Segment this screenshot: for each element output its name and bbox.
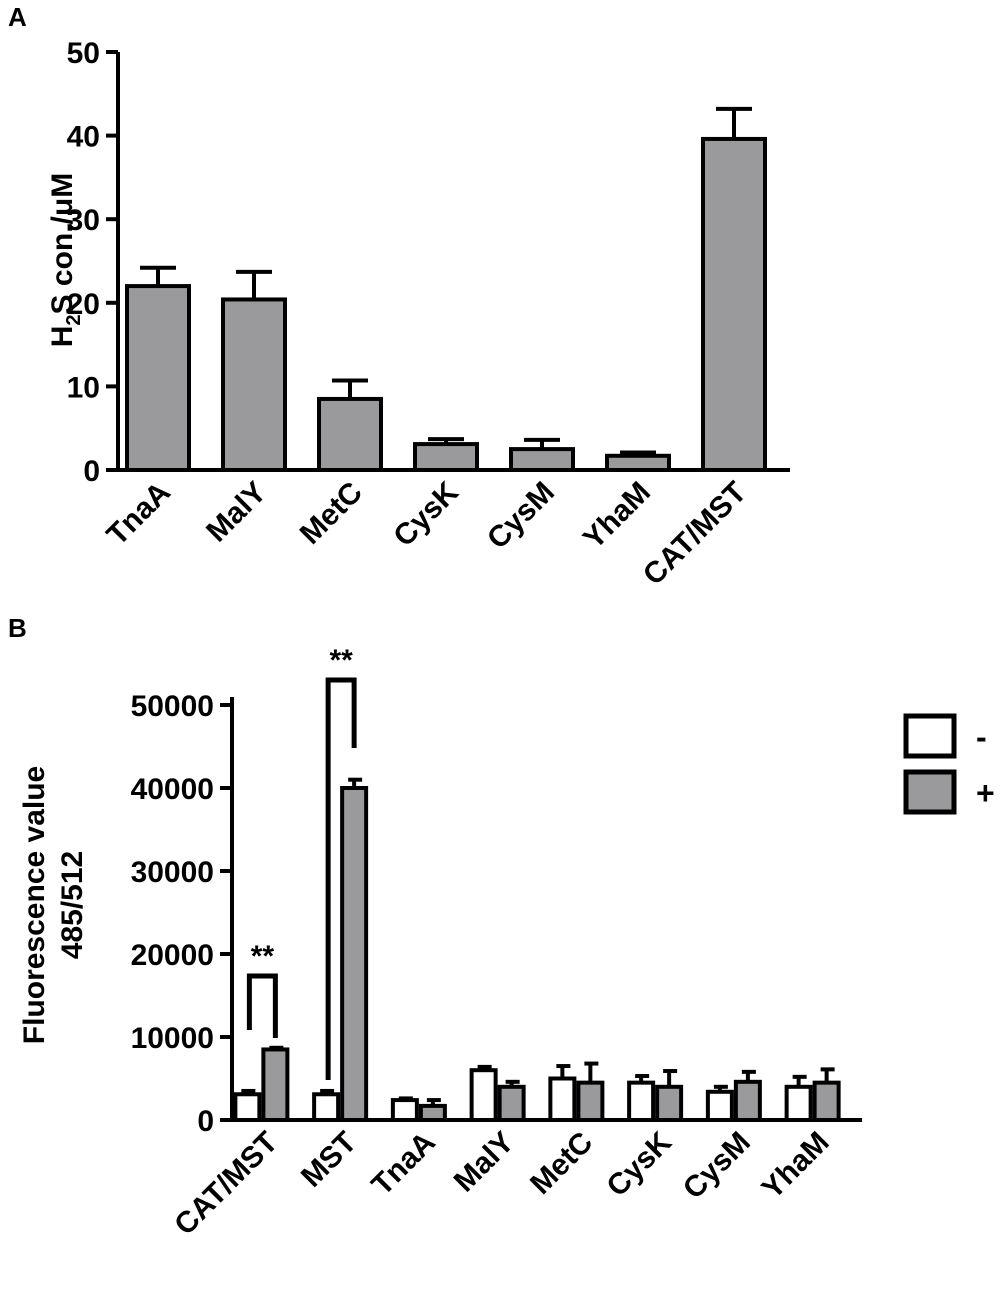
panel-b-bar-minus bbox=[705, 1089, 734, 1123]
panel-b-bar-plus bbox=[261, 1047, 290, 1122]
panel-a-y-tick-label: 50 bbox=[67, 37, 100, 70]
legend-label-plus: + bbox=[976, 775, 995, 811]
panel-b-bar-plus bbox=[497, 1084, 526, 1123]
panel-a-bar bbox=[605, 453, 671, 472]
panel-b-label: B bbox=[8, 613, 27, 643]
legend-swatch-minus bbox=[903, 713, 957, 759]
panel-b-x-tick-label: MalY bbox=[448, 1126, 521, 1199]
legend-swatch-plus bbox=[903, 769, 957, 815]
panel-b-y-axis-label-line1: Fluorescence value bbox=[18, 766, 51, 1044]
panel-b-y-tick-label: 0 bbox=[197, 1105, 214, 1138]
panel-a-x-tick-label: TnaA bbox=[101, 476, 177, 552]
panel-b-bar-plus bbox=[576, 1080, 605, 1123]
significance-bracket bbox=[246, 973, 278, 1038]
panel-a-y-axis-label: H2S con./μM bbox=[46, 173, 85, 348]
significance-label: ** bbox=[329, 644, 353, 677]
panel-a-y-tick-label: 10 bbox=[67, 371, 100, 404]
panel-b-bar-minus bbox=[390, 1098, 419, 1122]
panel-b-y-tick-label: 50000 bbox=[131, 690, 214, 723]
panel-a-x-tick-label: MetC bbox=[294, 476, 369, 551]
panel-b-bar-minus bbox=[312, 1092, 341, 1123]
panel-b-bar-plus bbox=[340, 786, 369, 1122]
panel-a-x-tick-label: CAT/MST bbox=[637, 476, 753, 592]
panel-a-bar bbox=[509, 447, 575, 473]
panel-b-y-tick-label: 40000 bbox=[131, 773, 214, 806]
panel-b-y-tick-label: 10000 bbox=[131, 1022, 214, 1055]
panel-b-x-tick-label: MetC bbox=[524, 1126, 599, 1201]
panel-b-x-tick-label: CysK bbox=[601, 1125, 679, 1203]
panel-b-bar-plus bbox=[655, 1084, 684, 1123]
panel-b-x-tick-label: YhaM bbox=[756, 1126, 836, 1206]
panel-b-y-tick-label: 30000 bbox=[131, 856, 214, 889]
panel-b-x-tick-label: TnaA bbox=[365, 1126, 441, 1202]
panel-a-y-tick-label: 20 bbox=[67, 288, 100, 321]
panel-b-y-axis-label-line2: 485/512 bbox=[56, 851, 89, 959]
panel-a-bar bbox=[701, 136, 767, 472]
significance-bracket bbox=[325, 677, 357, 1080]
panel-b-x-tick-label: MST bbox=[295, 1126, 363, 1194]
panel-a-bar bbox=[413, 442, 479, 473]
legend: -+ bbox=[903, 713, 995, 815]
panel-b-bar-minus bbox=[469, 1068, 498, 1122]
panel-b-bar-minus bbox=[784, 1084, 813, 1123]
panel-b-bar-plus bbox=[733, 1079, 762, 1122]
panel-b-x-tick-label: CysM bbox=[677, 1126, 757, 1206]
panel-b-bar-minus bbox=[627, 1080, 656, 1123]
panel-a-label: A bbox=[8, 2, 27, 32]
panel-b-bar-plus bbox=[418, 1103, 447, 1123]
panel-a-y-tick-label: 30 bbox=[67, 204, 100, 237]
legend-label-minus: - bbox=[976, 719, 987, 755]
panel-a-bar bbox=[125, 284, 191, 472]
panel-b-bar-minus bbox=[548, 1076, 577, 1122]
panel-b-x-tick-label: CAT/MST bbox=[168, 1126, 284, 1242]
panel-a-x-tick-label: CysM bbox=[481, 476, 561, 556]
panel-a-bar bbox=[317, 396, 383, 472]
significance-label: ** bbox=[251, 940, 275, 973]
panel-a-x-tick-label: CysK bbox=[387, 475, 465, 553]
panel-a-x-tick-label: MalY bbox=[200, 476, 273, 549]
panel-a-y-tick-label: 0 bbox=[83, 455, 100, 488]
panel-a-bar bbox=[221, 297, 287, 472]
panel-b-chart: B Fluorescence value 485/512 0 10000 20000… bbox=[8, 613, 995, 1242]
panel-b-bar-minus bbox=[233, 1092, 262, 1123]
panel-a-x-tick-label: YhaM bbox=[577, 476, 657, 556]
panel-b-y-tick-label: 20000 bbox=[131, 939, 214, 972]
panel-b-bar-plus bbox=[812, 1080, 841, 1123]
panel-a-y-tick-label: 40 bbox=[67, 121, 100, 154]
